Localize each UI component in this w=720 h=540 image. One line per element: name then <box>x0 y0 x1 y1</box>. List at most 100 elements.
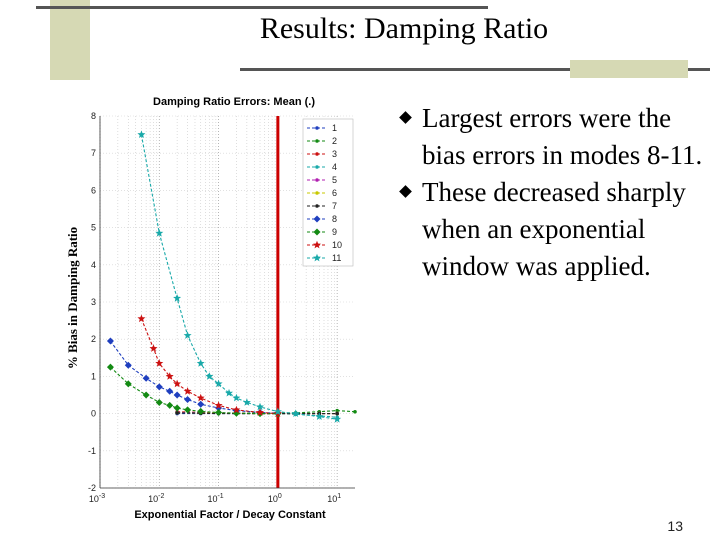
legend-label-5: 5 <box>332 175 337 185</box>
y-tick-label: 8 <box>91 111 96 121</box>
legend-marker-3 <box>315 152 319 156</box>
series-point-9 <box>124 380 132 388</box>
legend-marker-2 <box>315 139 319 143</box>
series-point-7 <box>175 411 179 415</box>
series-point-11 <box>137 130 146 138</box>
x-tick-label: 101 <box>327 493 341 504</box>
series-point-10 <box>155 359 164 367</box>
decor-top-rule <box>36 6 488 9</box>
y-tick-label: 6 <box>91 185 96 195</box>
legend-label-10: 10 <box>332 240 342 250</box>
series-point-9 <box>142 391 150 399</box>
series-point-11 <box>256 402 264 411</box>
series-point-10 <box>183 387 192 395</box>
y-tick-label: 1 <box>91 371 96 381</box>
legend-marker-6 <box>315 191 319 195</box>
series-point-9 <box>155 398 163 406</box>
series-point-10 <box>232 405 241 414</box>
series-point-11 <box>196 359 205 367</box>
series-point-11 <box>242 398 251 406</box>
series-point-2 <box>335 408 339 413</box>
series-point-9 <box>106 363 114 371</box>
series-point-11 <box>225 388 233 397</box>
x-tick-label: 10-3 <box>89 493 105 504</box>
series-point-7 <box>335 411 339 416</box>
slide-title: Results: Damping Ratio <box>259 12 549 45</box>
series-point-11 <box>232 393 241 402</box>
legend-label-6: 6 <box>332 188 337 198</box>
series-point-8 <box>166 387 174 395</box>
y-tick-label: 3 <box>91 297 96 307</box>
bullet-item: Largest errors were the bias errors in m… <box>398 100 708 174</box>
series-point-11 <box>214 379 223 388</box>
damping-ratio-chart: Damping Ratio Errors: Mean (.) % Bias in… <box>65 96 357 521</box>
series-point-8 <box>197 400 205 408</box>
x-tick-label: 10-2 <box>148 493 164 504</box>
series-line-10 <box>140 318 278 415</box>
legend-marker-5 <box>315 178 319 182</box>
legend-marker-7 <box>315 204 319 208</box>
decor-title-rule <box>240 68 710 71</box>
page-number: 13 <box>667 518 683 534</box>
decor-top-left-block <box>50 0 90 80</box>
bullet-text: Largest errors were the bias errors in m… <box>422 103 703 170</box>
legend-label-8: 8 <box>332 214 337 224</box>
legend-label-1: 1 <box>332 123 337 133</box>
series-line-9 <box>110 366 278 415</box>
series-point-9 <box>197 407 205 415</box>
series-point-11 <box>315 412 324 420</box>
series-point-9 <box>166 401 174 409</box>
series-point-10 <box>149 344 158 352</box>
legend-label-11: 11 <box>332 253 341 263</box>
series-point-11 <box>273 407 282 416</box>
legend-label-4: 4 <box>332 162 337 172</box>
series-point-10 <box>214 401 223 409</box>
legend-box <box>302 118 354 267</box>
legend-marker-9 <box>313 228 321 236</box>
x-tick-label: 10-1 <box>207 493 223 504</box>
series-point-8 <box>142 374 150 382</box>
x-axis-label: Exponential Factor / Decay Constant <box>134 509 326 521</box>
series-point-8 <box>184 395 192 403</box>
y-axis-label: % Bias in Damping Ratio <box>65 227 80 369</box>
series-line-11 <box>140 134 338 420</box>
series-point-11 <box>155 229 164 237</box>
decor-right-block <box>570 60 688 78</box>
legend-marker-4 <box>315 165 319 169</box>
legend-marker-8 <box>313 215 321 223</box>
y-tick-label: 0 <box>91 409 96 419</box>
legend-label-7: 7 <box>332 201 337 211</box>
series-point-11 <box>205 372 214 380</box>
series-point-10 <box>173 379 182 388</box>
legend-label-2: 2 <box>332 136 337 146</box>
series-point-8 <box>106 337 114 345</box>
series-point-9 <box>215 408 223 416</box>
legend-marker-1 <box>315 126 319 130</box>
bullet-list: Largest errors were the bias errors in m… <box>398 100 708 285</box>
y-tick-label: 4 <box>91 260 96 270</box>
series-point-10 <box>256 408 264 416</box>
series-point-10 <box>196 393 205 402</box>
bullet-text: These decreased sharply when an exponent… <box>422 177 686 281</box>
bullet-item: These decreased sharply when an exponent… <box>398 174 708 285</box>
series-point-11 <box>291 409 300 417</box>
legend-marker-11 <box>313 253 321 262</box>
y-tick-label: 5 <box>91 223 96 233</box>
legend-label-3: 3 <box>332 149 337 159</box>
plot-area: 10-3 10-2 10-1 100 101 -2 -1 0 1 2 3 4 5 6 7 8 1 2 3 4 5 6 7 8 9… <box>88 111 357 504</box>
series-point-11 <box>183 331 192 339</box>
diamond-bullet-icon <box>399 185 412 198</box>
series-point-11 <box>173 294 182 302</box>
chart-title: Damping Ratio Errors: Mean (.) <box>153 96 315 108</box>
y-tick-label: -2 <box>88 483 96 493</box>
legend-label-9: 9 <box>332 227 337 237</box>
series-point-2 <box>353 409 357 414</box>
y-tick-label: -1 <box>88 446 96 456</box>
series-point-8 <box>124 361 132 369</box>
series-point-9 <box>173 404 181 412</box>
series-point-10 <box>137 314 146 323</box>
series-point-9 <box>184 406 192 414</box>
y-tick-label: 2 <box>91 334 96 344</box>
x-tick-label: 100 <box>268 493 282 504</box>
series-point-8 <box>155 383 163 391</box>
